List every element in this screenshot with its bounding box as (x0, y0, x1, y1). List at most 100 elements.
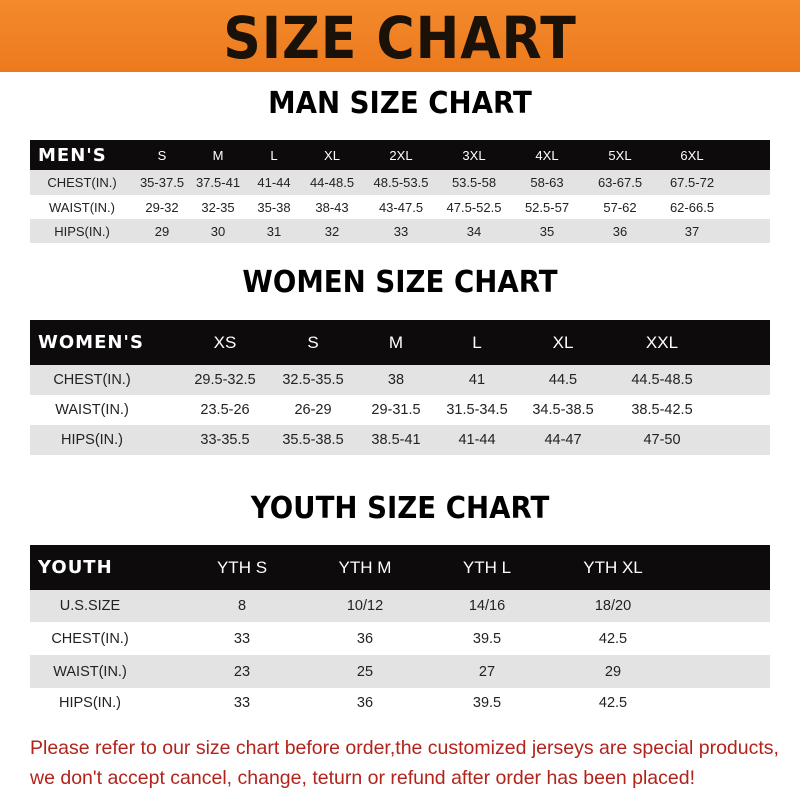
measurement-label: HIPS(IN.) (54, 223, 110, 239)
size-header-cell: M (388, 332, 404, 352)
table-cell: 44-48.5 (309, 175, 355, 190)
table-title-cell: MEN'S (38, 144, 107, 166)
table-row: CHEST(IN.) 35-37.5 37.5-41 41-44 44-48.5 48.5… (30, 170, 770, 195)
measurement-label: CHEST(IN.) (51, 630, 129, 647)
table-header-row: WOMEN'S XS S M L XL XXL (30, 320, 770, 365)
size-header-cell: 3XL (462, 147, 486, 163)
table-cell: 10/12 (346, 598, 384, 614)
table-cell: 38.5-41 (371, 432, 421, 448)
table-cell: 34 (466, 223, 482, 239)
table-cell: 18/20 (594, 598, 632, 614)
table-row: WAIST(IN.) 23.5-26 26-29 29-31.5 31.5-34.5 34… (30, 395, 770, 425)
table-cell: 34.5-38.5 (532, 402, 594, 418)
table-cell: 38-43 (315, 199, 349, 215)
size-header-cell: XS (213, 332, 237, 352)
table-cell: 48.5-53.5 (373, 175, 429, 190)
table-cell: 42.5 (598, 630, 628, 647)
table-cell: 33 (233, 695, 251, 711)
youth-section-title: YOUTH SIZE CHART (250, 491, 550, 526)
table-cell: 39.5 (472, 695, 502, 711)
table-cell: 38 (387, 372, 405, 388)
table-cell: 37.5-41 (195, 175, 241, 190)
size-header-cell: 6XL (680, 147, 704, 163)
size-chart-banner: SIZE CHART (0, 0, 800, 72)
table-cell: 33-35.5 (200, 432, 250, 448)
table-cell: 58-63 (530, 175, 564, 190)
table-cell: 32.5-35.5 (282, 372, 344, 388)
table-cell: 44.5-48.5 (631, 372, 693, 388)
size-header-cell: XL (324, 147, 340, 163)
table-cell: 23.5-26 (200, 402, 250, 418)
table-cell: 36 (356, 695, 374, 711)
size-header-cell: 4XL (535, 147, 559, 163)
table-cell: 39.5 (472, 630, 502, 647)
table-cell: 35-38 (257, 199, 291, 215)
measurement-label: WAIST(IN.) (55, 402, 129, 418)
table-cell: 41-44 (458, 432, 496, 448)
table-cell: 35.5-38.5 (282, 432, 344, 448)
table-row: HIPS(IN.) 33-35.5 35.5-38.5 38.5-41 41-44 44-… (30, 425, 770, 455)
table-cell: 62-66.5 (669, 199, 715, 215)
men-section-title: MAN SIZE CHART (268, 86, 532, 121)
measurement-label: WAIST(IN.) (53, 663, 127, 680)
table-cell: 41 (468, 372, 486, 388)
table-cell: 41-44 (257, 175, 291, 190)
table-header-row: MEN'S S M L XL 2XL 3XL 4XL 5XL 6XL (30, 140, 770, 170)
size-header-cell: L (472, 332, 482, 352)
table-cell: 35 (539, 223, 555, 239)
order-notice: Please refer to our size chart before or… (30, 733, 790, 793)
table-cell: 29-32 (145, 199, 179, 215)
table-row: HIPS(IN.) 33 36 39.5 42.5 (30, 688, 770, 718)
table-cell: 33 (393, 223, 409, 239)
table-cell: 27 (478, 663, 496, 680)
table-cell: 42.5 (598, 695, 628, 711)
table-cell: 57-62 (603, 199, 637, 215)
size-header-cell: XL (552, 332, 574, 352)
table-cell: 31 (266, 223, 282, 239)
table-row: CHEST(IN.) 33 36 39.5 42.5 (30, 622, 770, 655)
table-cell: 52.5-57 (524, 199, 570, 215)
table-cell: 37 (684, 223, 700, 239)
table-cell: 36 (612, 223, 628, 239)
table-row: WAIST(IN.) 29-32 32-35 35-38 38-43 43-47.5 47.… (30, 195, 770, 219)
measurement-label: HIPS(IN.) (60, 432, 124, 448)
table-cell: 43-47.5 (378, 199, 424, 215)
table-cell: 53.5-58 (451, 175, 497, 190)
table-cell: 47.5-52.5 (446, 199, 502, 215)
table-cell: 47-50 (643, 432, 681, 448)
women-section-title: WOMEN SIZE CHART (242, 265, 558, 300)
table-cell: 29.5-32.5 (194, 372, 256, 388)
table-title-cell: WOMEN'S (38, 332, 144, 353)
size-header-cell: YTH M (338, 557, 392, 577)
table-row: CHEST(IN.) 29.5-32.5 32.5-35.5 38 41 44.5 44.5… (30, 365, 770, 395)
table-row: WAIST(IN.) 23 25 27 29 (30, 655, 770, 688)
table-cell: 35-37.5 (139, 175, 185, 190)
measurement-label: HIPS(IN.) (58, 695, 122, 711)
table-cell: 30 (210, 223, 226, 239)
size-header-cell: XXL (645, 332, 679, 352)
table-cell: 29 (154, 223, 170, 239)
table-cell: 8 (237, 598, 247, 614)
table-cell: 32-35 (201, 199, 235, 215)
table-cell: 26-29 (294, 402, 332, 418)
table-cell: 67.5-72 (669, 175, 715, 190)
size-header-cell: 2XL (389, 147, 413, 163)
table-cell: 29-31.5 (371, 402, 421, 418)
measurement-label: CHEST(IN.) (47, 175, 117, 190)
size-header-cell: S (307, 332, 319, 352)
size-header-cell: YTH L (462, 557, 512, 577)
table-cell: 14/16 (468, 598, 506, 614)
table-cell: 32 (324, 223, 340, 239)
size-header-cell: S (157, 147, 167, 163)
table-row: HIPS(IN.) 29 30 31 32 33 34 35 36 37 (30, 219, 770, 243)
table-header-row: YOUTH YTH S YTH M YTH L YTH XL (30, 545, 770, 590)
size-header-cell: 5XL (608, 147, 632, 163)
table-row: U.S.SIZE 8 10/12 14/16 18/20 (30, 590, 770, 622)
table-cell: 36 (356, 630, 374, 647)
table-title-cell: YOUTH (38, 557, 113, 578)
table-cell: 63-67.5 (597, 175, 643, 190)
size-header-cell: L (270, 147, 278, 163)
notice-line-1: Please refer to our size chart before or… (30, 737, 779, 759)
measurement-label: WAIST(IN.) (49, 199, 115, 215)
notice-line-2: we don't accept cancel, change, teturn o… (30, 767, 695, 789)
